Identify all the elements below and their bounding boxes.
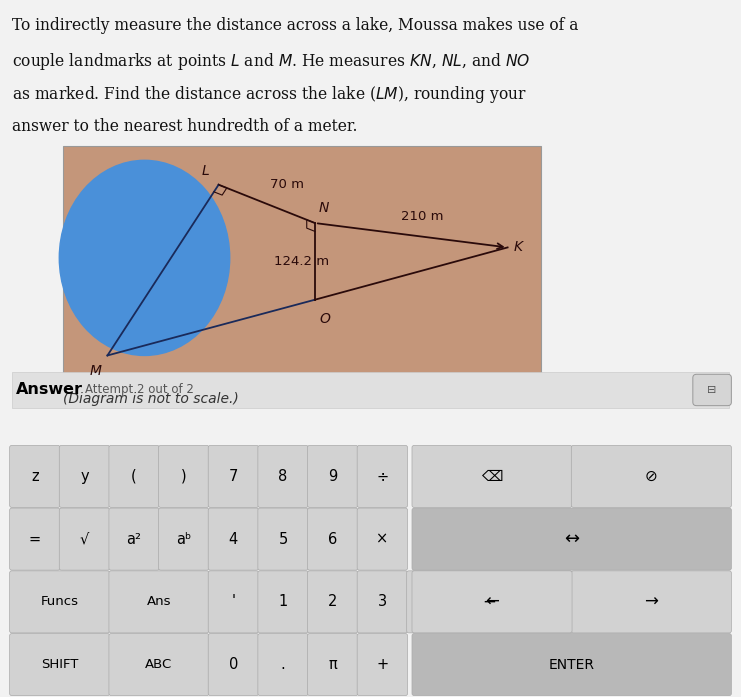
FancyBboxPatch shape	[571, 445, 731, 507]
Text: Ans: Ans	[147, 595, 171, 608]
Text: 9: 9	[328, 469, 337, 484]
FancyBboxPatch shape	[412, 634, 731, 696]
Ellipse shape	[59, 160, 230, 355]
Text: answer to the nearest hundredth of a meter.: answer to the nearest hundredth of a met…	[12, 118, 357, 135]
Text: →: →	[645, 593, 658, 611]
Text: O: O	[319, 312, 330, 326]
Text: +: +	[376, 657, 388, 672]
Text: ←: ←	[485, 593, 499, 611]
Text: couple landmarks at points $L$ and $M$. He measures $KN$, $NL$, and $NO$: couple landmarks at points $L$ and $M$. …	[12, 51, 531, 72]
Text: a²: a²	[127, 532, 142, 546]
FancyBboxPatch shape	[407, 571, 572, 633]
Text: ÷: ÷	[376, 469, 388, 484]
FancyBboxPatch shape	[258, 508, 308, 570]
FancyBboxPatch shape	[357, 634, 408, 696]
Bar	[12, 372, 729, 408]
FancyBboxPatch shape	[10, 445, 60, 507]
FancyBboxPatch shape	[10, 571, 110, 633]
Text: as marked. Find the distance across the lake ($LM$), rounding your: as marked. Find the distance across the …	[12, 84, 527, 105]
Text: 7: 7	[229, 469, 238, 484]
Ellipse shape	[130, 265, 196, 321]
FancyBboxPatch shape	[308, 634, 358, 696]
Text: π: π	[328, 657, 337, 672]
Text: 210 m: 210 m	[401, 210, 444, 222]
Text: √: √	[80, 532, 89, 546]
FancyBboxPatch shape	[258, 445, 308, 507]
Text: To indirectly measure the distance across a lake, Moussa makes use of a: To indirectly measure the distance acros…	[12, 17, 578, 34]
FancyBboxPatch shape	[159, 445, 209, 507]
FancyBboxPatch shape	[10, 508, 60, 570]
Text: (Diagram is not to scale.): (Diagram is not to scale.)	[63, 392, 239, 406]
Text: Answer: Answer	[16, 382, 83, 397]
Text: 70 m: 70 m	[270, 178, 305, 191]
FancyBboxPatch shape	[308, 571, 358, 633]
Text: 6: 6	[328, 532, 337, 546]
FancyBboxPatch shape	[208, 634, 259, 696]
Text: (: (	[131, 469, 137, 484]
Text: 4: 4	[229, 532, 238, 546]
Text: ⌫: ⌫	[481, 469, 503, 484]
Text: 124.2 m: 124.2 m	[274, 255, 329, 268]
FancyBboxPatch shape	[109, 445, 159, 507]
Text: ×: ×	[376, 532, 388, 546]
Text: 3: 3	[378, 595, 387, 609]
FancyBboxPatch shape	[208, 571, 259, 633]
Bar	[63, 146, 541, 380]
FancyBboxPatch shape	[10, 634, 110, 696]
FancyBboxPatch shape	[258, 634, 308, 696]
Text: L: L	[202, 164, 210, 178]
Text: =: =	[29, 532, 41, 546]
Text: ↔: ↔	[564, 530, 579, 548]
FancyBboxPatch shape	[208, 445, 259, 507]
Text: z: z	[31, 469, 39, 484]
FancyBboxPatch shape	[109, 508, 159, 570]
FancyBboxPatch shape	[693, 374, 731, 406]
Text: .: .	[281, 657, 285, 672]
FancyBboxPatch shape	[59, 508, 110, 570]
Text: −: −	[482, 593, 496, 611]
Text: 5: 5	[279, 532, 288, 546]
FancyBboxPatch shape	[208, 508, 259, 570]
Text: ⊟: ⊟	[708, 385, 717, 395]
FancyBboxPatch shape	[308, 508, 358, 570]
Text: ABC: ABC	[145, 658, 173, 671]
FancyBboxPatch shape	[571, 571, 731, 633]
Text: 8: 8	[279, 469, 288, 484]
Text: ': '	[231, 595, 236, 609]
FancyBboxPatch shape	[59, 445, 110, 507]
Text: K: K	[514, 240, 522, 254]
Text: y: y	[80, 469, 89, 484]
FancyBboxPatch shape	[412, 508, 731, 570]
FancyBboxPatch shape	[357, 508, 408, 570]
FancyBboxPatch shape	[412, 445, 572, 507]
FancyBboxPatch shape	[357, 571, 408, 633]
Text: Funcs: Funcs	[41, 595, 79, 608]
FancyBboxPatch shape	[109, 634, 209, 696]
Text: ): )	[181, 469, 187, 484]
Text: ⊘: ⊘	[645, 469, 658, 484]
Text: SHIFT: SHIFT	[41, 658, 79, 671]
Text: 0: 0	[229, 657, 238, 672]
FancyBboxPatch shape	[258, 571, 308, 633]
Text: Attempt 2 out of 2: Attempt 2 out of 2	[85, 383, 194, 396]
FancyBboxPatch shape	[357, 445, 408, 507]
FancyBboxPatch shape	[109, 571, 209, 633]
Text: M: M	[90, 364, 102, 378]
Text: 1: 1	[279, 595, 288, 609]
Text: aᵇ: aᵇ	[176, 532, 191, 546]
FancyBboxPatch shape	[308, 445, 358, 507]
Text: 2: 2	[328, 595, 337, 609]
FancyBboxPatch shape	[159, 508, 209, 570]
Text: N: N	[319, 201, 329, 215]
FancyBboxPatch shape	[412, 571, 572, 633]
Text: ENTER: ENTER	[548, 657, 595, 672]
